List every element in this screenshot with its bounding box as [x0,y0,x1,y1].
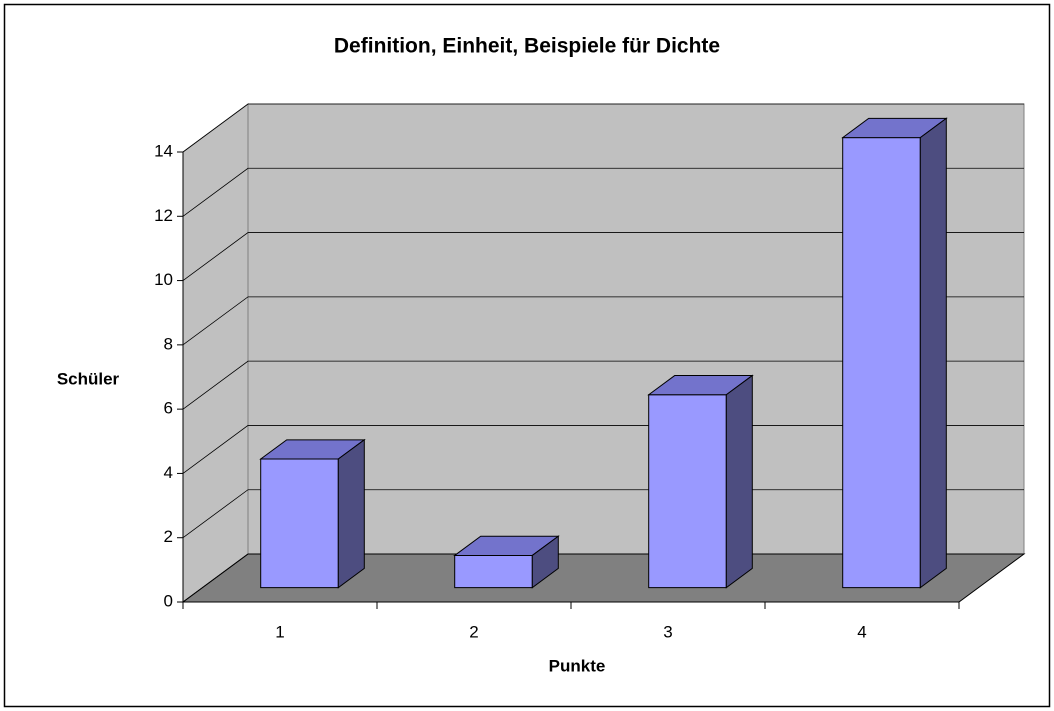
grid-line [182,425,1024,474]
side-wall [182,103,249,603]
grid-line [182,360,1024,410]
grid-line [182,167,1024,217]
y-tick-label: 14 [154,141,173,160]
y-axis-label: Schüler [57,369,120,388]
y-tick-label: 0 [164,591,173,610]
x-tick-label: 3 [663,622,672,641]
bar-side [531,535,559,589]
y-tick-label: 10 [154,270,173,289]
bar-side [337,438,365,589]
y-tick-label: 4 [164,463,173,482]
x-tick-label: 2 [469,622,478,641]
x-axis-label: Punkte [549,656,606,675]
bar-side [919,117,947,589]
bar-front [260,458,339,589]
bar-front [648,394,727,589]
bar-front [454,554,533,589]
y-tick-label: 8 [164,334,173,353]
grid-line [182,232,1024,281]
grid-line [182,553,1024,603]
chart-title: Definition, Einheit, Beispiele für Dicht… [334,35,720,58]
grid-line [182,296,1024,346]
bar-front [842,137,921,589]
grid-line [182,489,1024,539]
x-tick-label: 1 [275,622,284,641]
grid-line [182,103,1024,153]
y-tick-label: 2 [164,527,173,546]
bar-side [725,374,753,589]
x-tick-label: 4 [857,622,866,641]
y-tick-label: 12 [154,206,173,225]
y-tick-label: 6 [164,399,173,418]
